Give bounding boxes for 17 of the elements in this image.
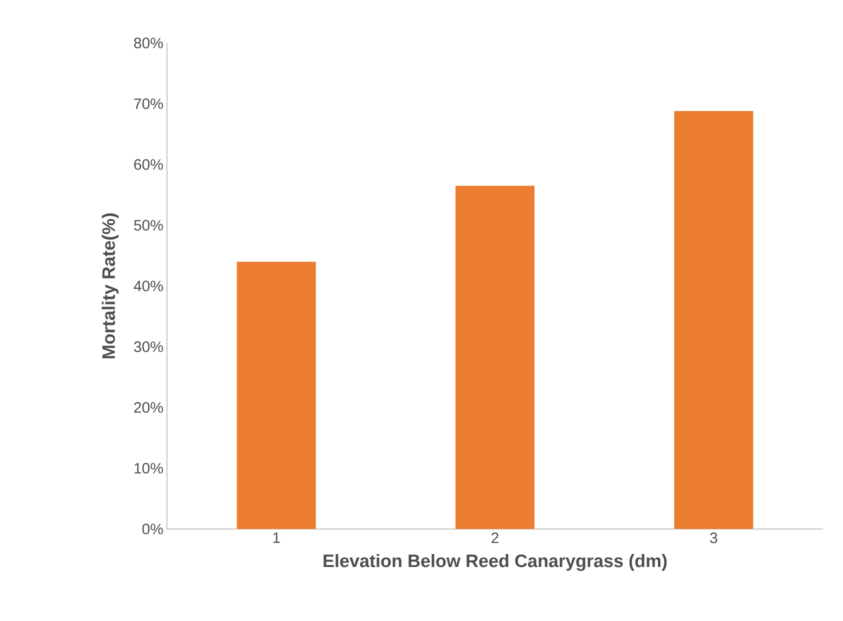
bar bbox=[456, 186, 535, 529]
x-tick-label: 3 bbox=[710, 532, 718, 544]
y-tick-label: 80% bbox=[134, 38, 163, 48]
x-axis-title: Elevation Below Reed Canarygrass (dm) bbox=[324, 554, 667, 571]
x-tick-label: 1 bbox=[273, 532, 280, 543]
y-axis-title: Mortality Rate(%) bbox=[102, 213, 119, 358]
bar bbox=[674, 111, 754, 529]
y-tick-label: 50% bbox=[134, 220, 163, 231]
bar bbox=[236, 262, 316, 529]
y-tick-label: 40% bbox=[134, 280, 163, 292]
y-tick-label: 30% bbox=[134, 341, 163, 352]
y-tick-label: 0% bbox=[142, 524, 163, 534]
y-tick-label: 70% bbox=[134, 98, 163, 110]
x-tick-label: 2 bbox=[492, 532, 498, 544]
y-tick-label: 10% bbox=[134, 462, 163, 474]
y-tick-label: 20% bbox=[134, 402, 163, 413]
y-tick-label: 60% bbox=[134, 159, 163, 170]
